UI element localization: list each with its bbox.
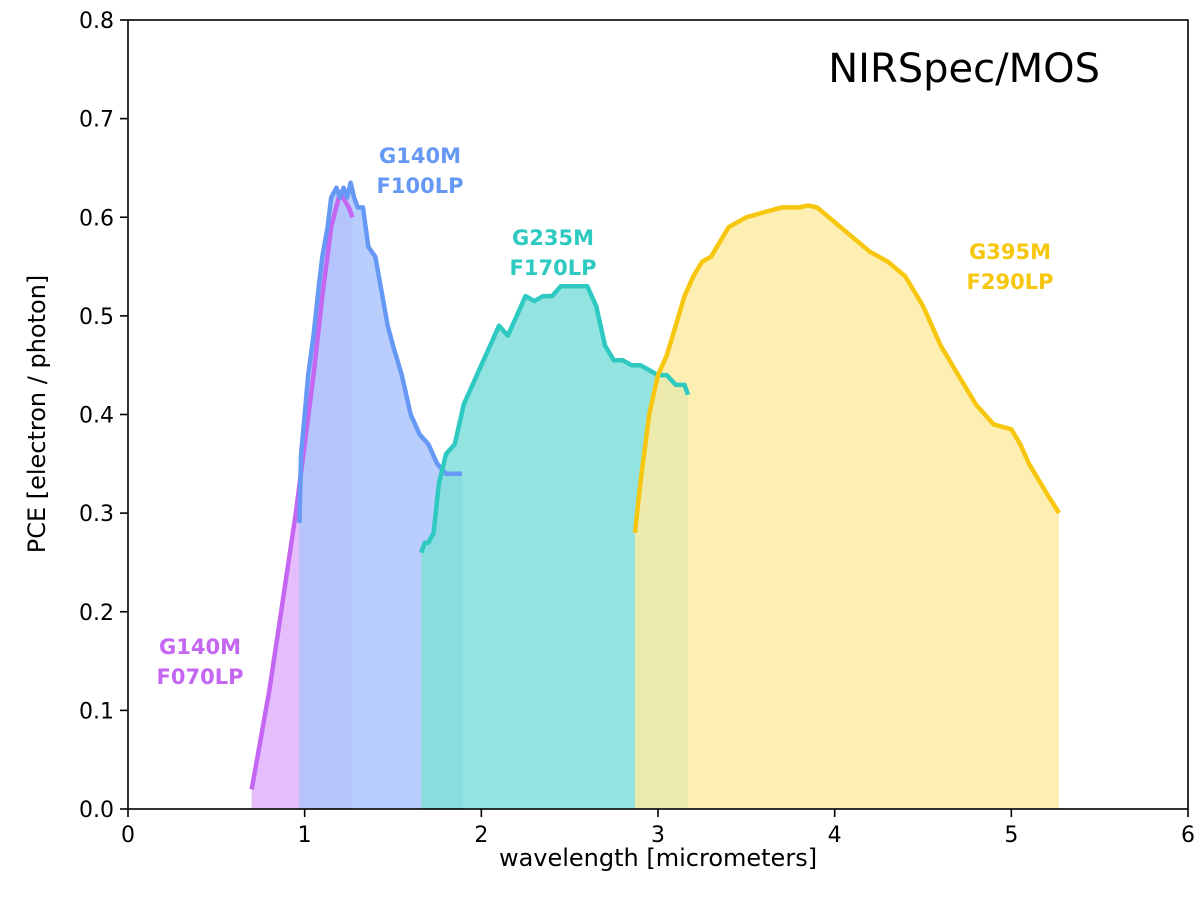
series-label-g140m-f100lp-line1: G140M [379, 144, 461, 168]
series-labels: G140M F070LP G140M F100LP G235M F170LP G395M F2… [157, 144, 1054, 689]
chart-title: NIRSpec/MOS [828, 46, 1100, 92]
series-label-g395m-f290lp-line1: G395M [969, 240, 1051, 264]
y-tick-label: 0.8 [79, 9, 114, 34]
series-fill-g395m-f290lp [635, 205, 1059, 809]
y-tick-label: 0.1 [79, 699, 114, 724]
series-fill-g235m-f170lp [421, 286, 688, 809]
series-label-g140m-f070lp-line1: G140M [159, 635, 241, 659]
axis-ticks: 0 1 2 3 4 5 6 0.0 0.1 0.2 0.3 0.4 0.5 0.6 0.7 0.8 [79, 9, 1195, 848]
x-tick-label: 5 [1004, 823, 1018, 848]
x-tick-label: 3 [651, 823, 665, 848]
y-tick-label: 0.3 [79, 502, 114, 527]
x-tick-label: 2 [474, 823, 488, 848]
x-tick-label: 0 [121, 823, 135, 848]
y-tick-label: 0.7 [79, 108, 114, 133]
series-lines [249, 180, 1061, 790]
series-fill-g140m-f100lp [299, 182, 462, 809]
series-label-g140m-f100lp-line2: F100LP [377, 174, 464, 198]
y-tick-label: 0.2 [79, 601, 114, 626]
series-line-g395m-f290lp [632, 203, 1061, 534]
series-fills [251, 182, 1059, 810]
y-tick-label: 0.0 [79, 798, 114, 823]
x-tick-label: 1 [298, 823, 312, 848]
x-axis-title: wavelength [micrometers] [499, 844, 817, 872]
series-line-g235m-f170lp [419, 284, 691, 554]
x-tick-label: 4 [828, 823, 842, 848]
series-line-g140m-f100lp [297, 180, 462, 524]
series-label-g235m-f170lp-line2: F170LP [510, 256, 597, 280]
series-label-g395m-f290lp-line2: F290LP [967, 270, 1054, 294]
series-label-g235m-f170lp-line1: G235M [512, 226, 594, 250]
y-tick-label: 0.4 [79, 404, 114, 429]
series-label-g140m-f070lp-line2: F070LP [157, 665, 244, 689]
y-tick-label: 0.6 [79, 206, 114, 231]
x-tick-label: 6 [1181, 823, 1195, 848]
y-axis-title: PCE [electron / photon] [23, 275, 51, 554]
y-tick-label: 0.5 [79, 305, 114, 330]
